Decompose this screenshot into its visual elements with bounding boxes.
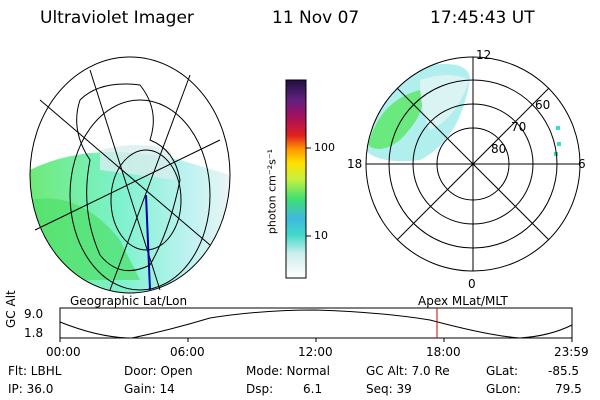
mlat-label-60: 60 — [535, 98, 551, 112]
orbit-xtick-1800: 18:00 — [426, 345, 461, 359]
colorbar-tick-100: 100 — [314, 141, 335, 154]
observation-date: 11 Nov 07 — [272, 8, 360, 28]
mlt-label-0: 0 — [468, 277, 476, 291]
mlat-label-70: 70 — [511, 120, 527, 134]
orbit-xtick-0000: 00:00 — [46, 345, 81, 359]
left-panel-label: Geographic Lat/Lon — [70, 294, 188, 308]
door-status: Door: Open — [124, 364, 193, 378]
orbit-ytick-top: 9.0 — [24, 307, 44, 321]
observation-time: 17:45:43 UT — [430, 8, 535, 28]
ip-status: IP: 36.0 — [8, 382, 54, 396]
mlat-label-80: 80 — [491, 142, 507, 156]
glon-value: 79.5 — [555, 382, 582, 396]
mode-status: Mode: Normal — [246, 364, 330, 378]
orbit-ytick-bottom: 1.8 — [24, 326, 44, 340]
gain-status: Gain: 14 — [124, 382, 175, 396]
orbit-xtick-1200: 12:00 — [298, 345, 333, 359]
dsp-value: 6.1 — [303, 382, 323, 396]
gc-alt-status: GC Alt: 7.0 Re — [366, 364, 450, 378]
orbit-xtick-0600: 06:00 — [170, 345, 205, 359]
orbit-ylabel: GC Alt — [4, 290, 18, 328]
right-panel-label: Apex MLat/MLT — [418, 294, 508, 308]
filter-status: Flt: LBHL — [8, 364, 62, 378]
mlt-label-12: 12 — [476, 48, 492, 62]
glon-label: GLon: — [486, 382, 521, 396]
glat-value: -85.5 — [548, 364, 580, 378]
instrument-title: Ultraviolet Imager — [40, 8, 194, 28]
dsp-label: Dsp: — [246, 382, 274, 396]
seq-status: Seq: 39 — [366, 382, 412, 396]
orbit-xtick-2359: 23:59 — [554, 345, 589, 359]
mlt-label-18: 18 — [347, 157, 363, 171]
mlt-label-6: 6 — [578, 157, 586, 171]
glat-label: GLat: — [486, 364, 519, 378]
colorbar-tick-10: 10 — [314, 229, 328, 242]
